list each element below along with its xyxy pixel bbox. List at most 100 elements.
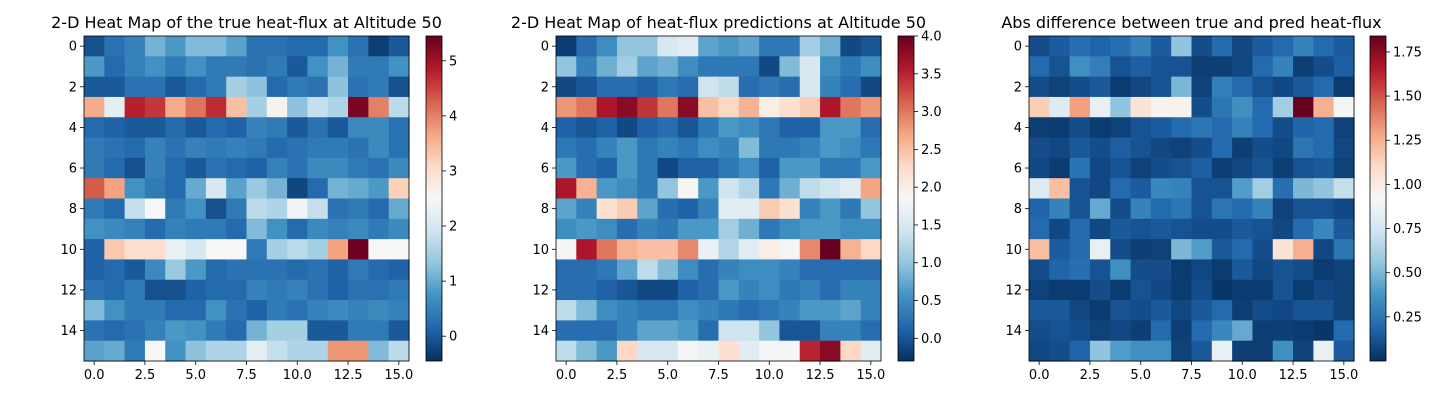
heatmap-cell xyxy=(1272,178,1294,200)
heatmap-cell xyxy=(1130,178,1152,200)
heatmap-cell xyxy=(1232,36,1254,57)
heatmap-cell xyxy=(738,320,760,342)
heatmap-cell xyxy=(124,36,146,57)
heatmap-cell xyxy=(287,300,309,321)
heatmap-cell xyxy=(799,56,821,78)
heatmap-cell xyxy=(104,198,126,220)
heatmap-cell xyxy=(327,340,349,362)
heatmap-cell xyxy=(576,239,598,261)
heatmap-cell xyxy=(287,239,309,261)
heatmap-cell xyxy=(246,36,268,57)
heatmap-cell xyxy=(738,36,760,57)
heatmap-cell xyxy=(1211,340,1233,362)
heatmap-cell xyxy=(388,56,410,78)
heatmap-cell xyxy=(246,239,268,261)
heatmap-cell xyxy=(1333,340,1355,362)
heatmap-cell xyxy=(1130,279,1152,301)
colorbar-tick-label: 0.50 xyxy=(1393,266,1422,281)
heatmap-cell xyxy=(368,279,390,301)
heatmap-cell xyxy=(576,76,598,98)
heatmap-cell xyxy=(1211,279,1233,301)
heatmap-cell xyxy=(799,198,821,220)
heatmap-cell xyxy=(1049,279,1071,301)
heatmap-cell xyxy=(616,320,638,342)
colorbar-tick-label: 3 xyxy=(449,164,457,179)
heatmap-cell xyxy=(124,56,146,78)
heatmap-cell xyxy=(1252,198,1274,220)
heatmap-cell xyxy=(1252,178,1274,200)
heatmap-cell xyxy=(840,36,862,57)
heatmap-cell xyxy=(860,157,882,179)
heatmap-cell xyxy=(820,157,841,179)
heatmap-cell xyxy=(1272,198,1294,220)
heatmap-cell xyxy=(165,259,187,281)
heatmap-cell xyxy=(616,117,638,139)
heatmap-cell xyxy=(388,36,410,57)
heatmap-cell xyxy=(1191,36,1213,57)
heatmap-cell xyxy=(388,198,410,220)
heatmap-cell xyxy=(1069,340,1091,362)
heatmap-cell xyxy=(698,117,720,139)
heatmap-cell xyxy=(104,96,126,118)
heatmap-cell xyxy=(1171,56,1193,78)
heatmap-cell xyxy=(657,198,679,220)
heatmap-cell xyxy=(860,117,882,139)
heatmap-cell xyxy=(1272,96,1294,118)
heatmap-cell xyxy=(1333,157,1355,179)
heatmap-cell xyxy=(1150,157,1172,179)
heatmap-cell xyxy=(1211,300,1233,321)
heatmap-cell xyxy=(1089,137,1111,159)
heatmap-cell xyxy=(1150,96,1172,118)
heatmap-cell xyxy=(860,218,882,240)
heatmap-cell xyxy=(616,279,638,301)
y-tick-label: 6 xyxy=(69,162,77,177)
heatmap-cell xyxy=(205,137,227,159)
heatmap-cell xyxy=(820,239,841,261)
heatmap-cell xyxy=(185,157,207,179)
heatmap-cell xyxy=(84,300,105,321)
heatmap-cell xyxy=(226,117,248,139)
heatmap-cell xyxy=(185,198,207,220)
y-tick-label: 4 xyxy=(69,121,77,136)
heatmap-cell xyxy=(1171,218,1193,240)
heatmap-cell xyxy=(348,117,369,139)
heatmap-cell xyxy=(287,259,309,281)
heatmap-cell xyxy=(1232,218,1254,240)
heatmap-cell xyxy=(1150,218,1172,240)
heatmap-cell xyxy=(165,198,187,220)
heatmap-cell xyxy=(205,198,227,220)
heatmap-cell xyxy=(840,178,862,200)
heatmap-cell xyxy=(616,137,638,159)
heatmap-cell xyxy=(616,96,638,118)
x-tick-label: 2.5 xyxy=(135,368,156,383)
heatmap-cell xyxy=(1029,259,1050,281)
heatmap-cell xyxy=(185,178,207,200)
heatmap-cell xyxy=(368,137,390,159)
heatmap-cell xyxy=(1252,117,1274,139)
heatmap-cell xyxy=(1252,76,1274,98)
heatmap-cell xyxy=(616,36,638,57)
heatmap-cell xyxy=(840,117,862,139)
heatmap-cell xyxy=(799,218,821,240)
heatmap-cell xyxy=(165,340,187,362)
heatmap-cell xyxy=(779,300,801,321)
heatmap-cell xyxy=(1333,279,1355,301)
heatmap-cell xyxy=(124,198,146,220)
heatmap-cell xyxy=(84,117,105,139)
heatmap-cell xyxy=(368,320,390,342)
heatmap-cell xyxy=(596,137,618,159)
heatmap-cell xyxy=(1333,300,1355,321)
heatmap-cell xyxy=(779,96,801,118)
heatmap-cell xyxy=(84,239,105,261)
heatmap-cell xyxy=(779,76,801,98)
heatmap-cell xyxy=(327,96,349,118)
heatmap-cell xyxy=(1029,157,1050,179)
heatmap-cell xyxy=(205,239,227,261)
heatmap-cell xyxy=(307,157,329,179)
heatmap-cell xyxy=(1150,178,1172,200)
heatmap-cell xyxy=(637,157,659,179)
heatmap-cell xyxy=(1069,117,1091,139)
heatmap-cell xyxy=(616,198,638,220)
heatmap-cell xyxy=(266,320,288,342)
heatmap-cell xyxy=(1029,218,1050,240)
